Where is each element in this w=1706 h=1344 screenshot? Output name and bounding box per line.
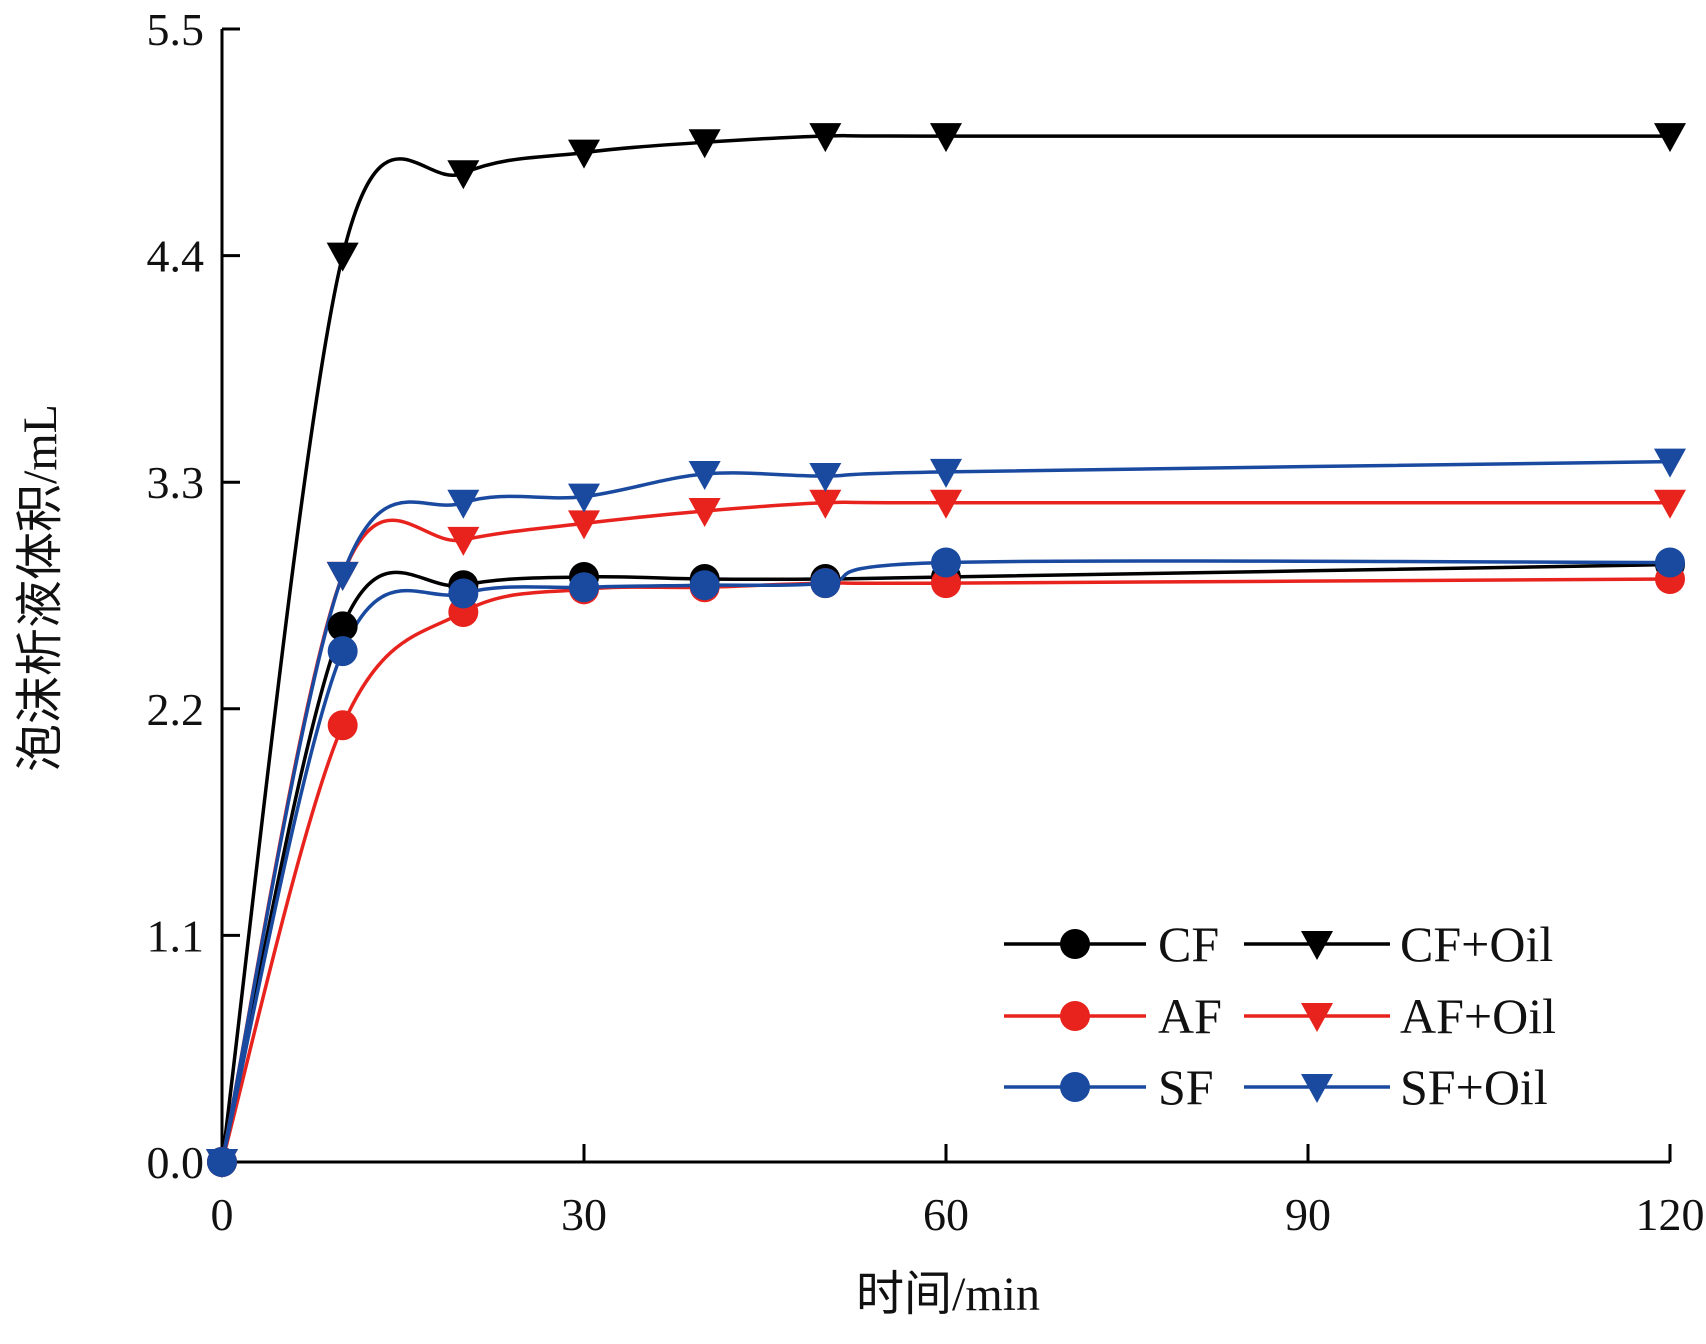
- legend-item-sf: SF: [1004, 1059, 1214, 1115]
- data-point-sf-plus-oil-3: [568, 483, 600, 513]
- data-point-sf-2: [448, 578, 479, 609]
- x-tick-label: 120: [1636, 1189, 1705, 1240]
- data-point-cf-plus-oil-4: [688, 129, 721, 159]
- y-tick-label: 5.5: [147, 4, 205, 55]
- y-tick-label: 0.0: [147, 1137, 205, 1188]
- data-point-sf-5: [810, 568, 841, 599]
- legend-marker: [1301, 1074, 1333, 1103]
- axes: 0.0 1.1 2.2 3.3 4.4 5.5 0 30 60 90 120: [147, 4, 1705, 1240]
- series-line-sf: [220, 559, 1671, 1163]
- data-point-af-plus-oil-7: [1654, 489, 1686, 519]
- x-tick-label: 60: [923, 1189, 969, 1240]
- data-point-cf-1: [327, 611, 358, 642]
- data-point-af-1: [327, 710, 358, 741]
- legend-marker: [1060, 1001, 1090, 1031]
- x-tick-label: 0: [211, 1189, 234, 1240]
- legend-item-cf-plus-oil: CF+Oil: [1244, 916, 1553, 972]
- series-line-cf-plus-oil: [220, 133, 1670, 1163]
- data-point-af-plus-oil-4: [688, 498, 721, 528]
- legend-marker: [1060, 1072, 1090, 1102]
- data-point-sf-4: [689, 570, 720, 601]
- data-point-sf-plus-oil-6: [930, 458, 962, 488]
- data-point-sf-plus-oil-4: [688, 460, 721, 490]
- x-tick-label: 30: [561, 1189, 607, 1240]
- legend-item-af-plus-oil: AF+Oil: [1244, 988, 1556, 1044]
- data-point-sf-plus-oil-5: [809, 463, 842, 493]
- data-point-af-plus-oil-2: [447, 526, 480, 556]
- data-point-sf-1: [327, 636, 358, 667]
- y-tick-label: 2.2: [147, 684, 205, 735]
- data-point-af-plus-oil-5: [809, 489, 842, 519]
- legend-marker: [1301, 931, 1333, 960]
- legend-label: CF+Oil: [1400, 916, 1553, 972]
- data-point-cf-plus-oil-1: [326, 242, 359, 272]
- y-tick-label: 1.1: [147, 910, 205, 961]
- data-point-sf-plus-oil-2: [447, 489, 480, 519]
- data-point-cf-plus-oil-3: [568, 139, 600, 169]
- y-tick-label: 4.4: [147, 231, 205, 282]
- legend-marker: [1301, 1003, 1333, 1032]
- data-point-sf-plus-oil-0: [206, 1149, 238, 1178]
- data-point-cf-plus-oil-2: [447, 160, 480, 190]
- legend-label: AF: [1158, 988, 1222, 1044]
- legend: CF CF+Oil AF AF+Oil SF SF+Oil: [1004, 916, 1556, 1115]
- legend-label: CF: [1158, 916, 1219, 972]
- legend-item-af: AF: [1004, 988, 1222, 1044]
- data-point-af-plus-oil-3: [568, 510, 600, 540]
- x-tick-label: 90: [1285, 1189, 1331, 1240]
- data-point-af-plus-oil-6: [930, 489, 962, 519]
- y-tick-label: 3.3: [147, 457, 205, 508]
- x-axis-label: 时间/min: [856, 1268, 1040, 1321]
- series-line-sf-plus-oil: [220, 459, 1671, 1163]
- legend-item-sf-plus-oil: SF+Oil: [1244, 1059, 1548, 1115]
- data-point-af-6: [931, 568, 961, 599]
- data-point-sf-plus-oil-1: [326, 561, 359, 591]
- data-point-cf-plus-oil-6: [930, 123, 962, 153]
- legend-label: SF: [1158, 1059, 1214, 1115]
- legend-item-cf: CF: [1004, 916, 1219, 972]
- data-point-sf-plus-oil-7: [1654, 448, 1686, 478]
- data-point-cf-plus-oil-7: [1654, 123, 1686, 153]
- data-point-sf-7: [1655, 547, 1685, 578]
- legend-marker: [1060, 929, 1090, 959]
- legend-label: AF+Oil: [1400, 988, 1556, 1044]
- series-markers: [206, 123, 1686, 1178]
- data-point-cf-plus-oil-5: [809, 123, 842, 153]
- data-point-sf-6: [931, 547, 961, 578]
- legend-label: SF+Oil: [1400, 1059, 1548, 1115]
- series-line-cf: [220, 562, 1671, 1163]
- y-axis-label: 泡沫析液体积/mL: [14, 404, 67, 772]
- data-point-sf-3: [569, 572, 599, 603]
- series-line-af: [220, 577, 1671, 1163]
- series-lines: [220, 133, 1671, 1163]
